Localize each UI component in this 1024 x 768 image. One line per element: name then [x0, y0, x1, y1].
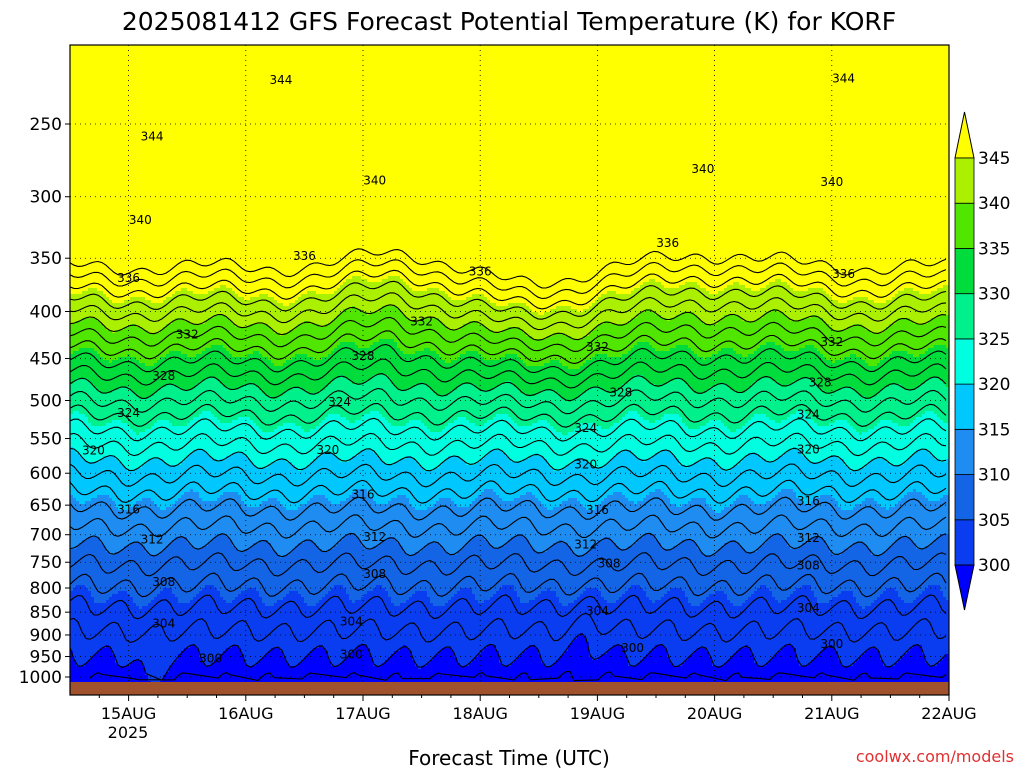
- chart-title: 2025081412 GFS Forecast Potential Temper…: [122, 7, 896, 36]
